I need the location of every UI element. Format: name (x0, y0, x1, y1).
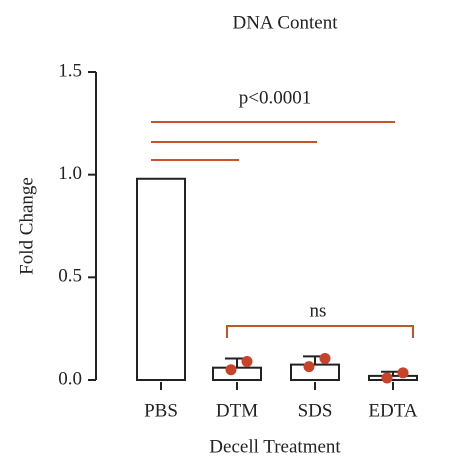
data-point (397, 367, 409, 379)
y-tick-label: 1.5 (58, 60, 82, 81)
data-point (319, 352, 331, 364)
y-tick-label: 1.0 (58, 163, 82, 184)
x-tick-label: SDS (298, 400, 333, 421)
data-point (303, 361, 315, 373)
data-point (381, 372, 393, 384)
data-point (225, 364, 237, 376)
annotation: ns (310, 300, 327, 321)
bar (212, 366, 262, 381)
x-tick-label: EDTA (368, 400, 417, 421)
y-axis-label: Fold Change (16, 177, 37, 275)
ns-bracket (226, 325, 414, 338)
chart-title: DNA Content (232, 12, 338, 33)
bar (290, 363, 340, 382)
data-point (241, 356, 253, 368)
bar (368, 374, 418, 382)
x-tick-label: PBS (144, 400, 178, 421)
bar (136, 177, 186, 381)
y-tick-label: 0.5 (58, 266, 82, 287)
annotation: p<0.0001 (239, 87, 311, 108)
x-axis-label: Decell Treatment (209, 436, 341, 457)
y-tick-label: 0.0 (58, 368, 82, 389)
x-tick-label: DTM (216, 400, 258, 421)
